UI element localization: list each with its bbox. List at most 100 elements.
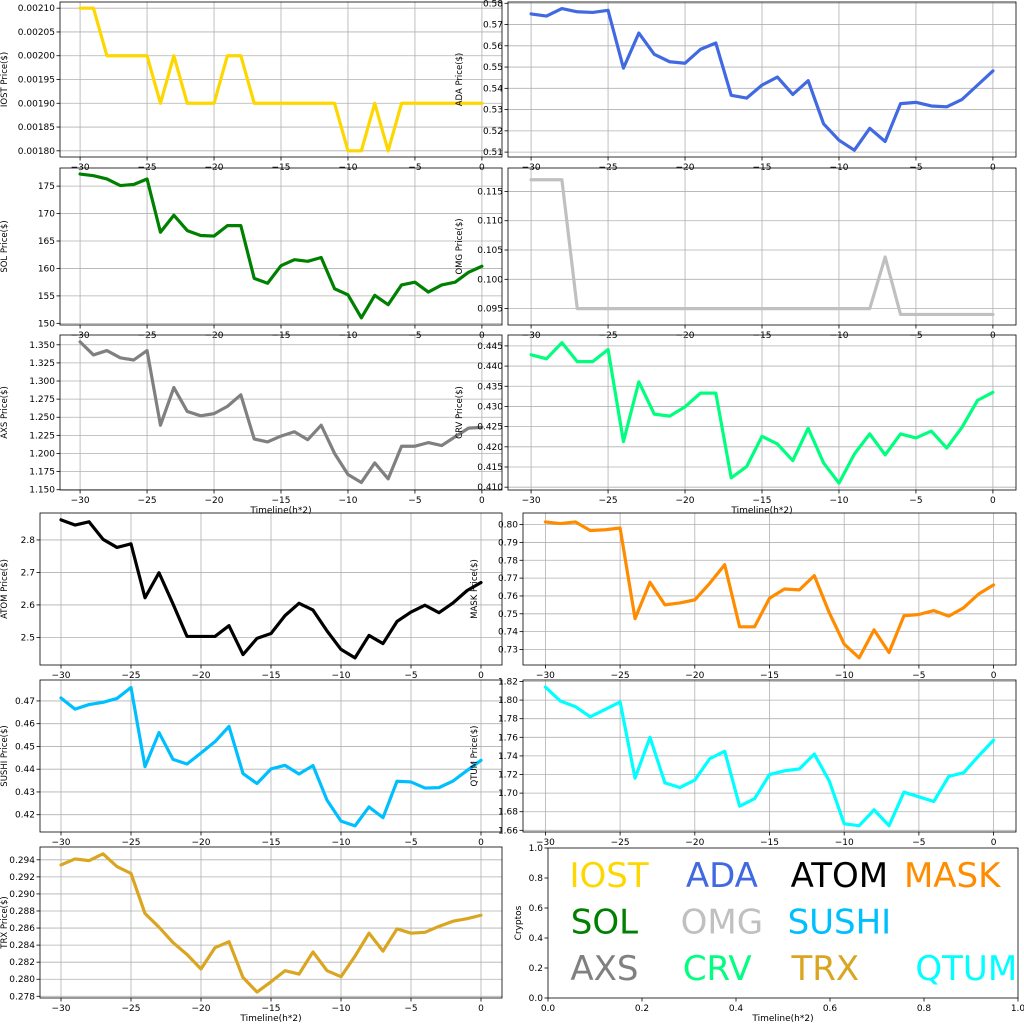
y-tick-label: 0.4 (529, 934, 544, 944)
x-tick-label: −15 (272, 496, 291, 506)
legend-label-ada: ADA (686, 856, 758, 896)
y-tick-label: 0.46 (15, 720, 35, 730)
x-tick-label: −30 (536, 838, 555, 848)
series-line (59, 852, 483, 994)
x-tick-label: −10 (332, 838, 351, 848)
y-tick-label: 1.225 (29, 431, 55, 441)
y-tick-label: 0.00190 (18, 99, 55, 109)
y-tick-label: 0.51 (483, 148, 503, 158)
x-tick-label: −10 (835, 671, 854, 681)
y-tick-label: 1.200 (29, 449, 55, 459)
y-tick-label: 0.74 (498, 628, 518, 638)
x-tick-label: −15 (753, 496, 772, 506)
y-axis-label: OMG Price($) (455, 218, 465, 274)
x-tick-label: −5 (404, 838, 417, 848)
y-tick-label: 0.284 (9, 941, 35, 951)
x-tick-label: −20 (192, 838, 211, 848)
y-tick-label: 0.42 (15, 811, 35, 821)
legend-label-crv: CRV (683, 949, 752, 989)
y-axis-label: TRX Price($) (0, 896, 10, 949)
x-tick-label: −30 (71, 496, 90, 506)
y-tick-label: 0.115 (477, 187, 503, 197)
y-tick-label: 0.0 (529, 994, 544, 1004)
y-axis-label: MASK Price($) (470, 559, 480, 619)
x-tick-label: −5 (404, 671, 417, 681)
y-tick-label: 0.57 (483, 21, 503, 31)
y-axis-label: Cryptos (514, 905, 524, 940)
x-tick-label: −15 (262, 671, 281, 681)
y-tick-label: 0.095 (477, 305, 503, 315)
y-tick-label: 0.440 (477, 362, 503, 372)
panel-omg: −30−25−20−15−10−500.0950.1000.1050.1100.… (455, 167, 1017, 341)
x-tick-label: −15 (760, 671, 779, 681)
series-line (78, 340, 484, 485)
x-tick-label: −10 (332, 671, 351, 681)
y-tick-label: 1.74 (498, 752, 518, 762)
x-tick-label: 0 (991, 671, 997, 681)
x-tick-label: −15 (262, 1004, 281, 1014)
y-tick-label: 0.56 (483, 42, 503, 52)
y-tick-label: 150 (38, 319, 55, 329)
x-tick-label: 0.4 (729, 1004, 744, 1014)
x-tick-label: −10 (338, 496, 357, 506)
x-tick-label: −25 (122, 671, 141, 681)
x-axis-label: Timeline(h*2) (249, 506, 311, 516)
x-tick-label: −30 (52, 1004, 71, 1014)
y-tick-label: 0.00200 (18, 52, 55, 62)
y-tick-label: 0.288 (9, 907, 35, 917)
legend-label-trx: TRX (790, 949, 859, 989)
y-tick-label: 0.00195 (18, 76, 55, 86)
y-tick-label: 0.43 (15, 788, 35, 798)
y-tick-label: 165 (38, 237, 55, 247)
series-line (78, 172, 484, 320)
y-tick-label: 0.105 (477, 246, 503, 256)
x-tick-label: −20 (192, 1004, 211, 1014)
y-tick-label: 2.5 (21, 633, 35, 643)
y-tick-label: 0.410 (477, 483, 503, 493)
y-tick-label: 0.420 (477, 443, 503, 453)
x-tick-label: −25 (611, 838, 630, 848)
x-tick-label: −20 (685, 671, 704, 681)
x-tick-label: −20 (685, 838, 704, 848)
panel-ada: −30−25−20−15−10−500.510.520.530.540.550.… (455, 0, 1017, 173)
y-tick-label: 0.53 (483, 106, 503, 116)
y-tick-label: 0.77 (498, 574, 518, 584)
y-tick-label: 0.79 (498, 538, 518, 548)
x-tick-label: −25 (611, 671, 630, 681)
y-axis-label: SOL Price($) (0, 220, 10, 272)
y-tick-label: 0.00185 (18, 123, 55, 133)
panel-axs: −30 −25 −20 −15 −10 −5 0 1.150 1.175 1.200 1.225 1.… (0, 334, 503, 516)
y-tick-label: 1.70 (498, 789, 518, 799)
y-tick-label: 1.0 (529, 844, 544, 854)
series-line (529, 6, 995, 152)
y-tick-label: 1.78 (498, 715, 518, 725)
x-tick-label: 0 (478, 1004, 484, 1014)
y-axis-label: CRV Price($) (455, 386, 465, 439)
x-tick-label: −25 (138, 496, 157, 506)
panel-sushi: −30 −25 −20 −15 −10 −5 0 0.42 0.43 0.44 0.45 0.46 0.… (0, 679, 503, 848)
y-tick-label: 1.76 (498, 733, 518, 743)
y-tick-label: 0.73 (498, 645, 518, 655)
y-tick-label: 0.8 (529, 874, 544, 884)
y-tick-label: 1.325 (29, 359, 55, 369)
y-tick-label: 0.54 (483, 84, 503, 94)
y-tick-label: 2.6 (21, 601, 36, 611)
y-tick-label: 0.286 (9, 924, 35, 934)
series-line (529, 341, 995, 485)
panel-atom: −30 −25 −20 −15 −10 −5 0 2.5 2.6 2.7 2.8 ATOM Price… (0, 512, 503, 681)
y-tick-label: 1.82 (498, 677, 518, 687)
y-tick-label: 0.2 (529, 964, 543, 974)
y-tick-label: 0.292 (9, 873, 35, 883)
y-tick-label: 1.175 (29, 468, 55, 478)
x-tick-label: −10 (332, 1004, 351, 1014)
panel-crv: −30 −25 −20 −15 −10 −5 0 0.410 0.415 0.420 0.425 0.… (455, 334, 1017, 516)
y-axis-label: ADA Price($) (455, 53, 465, 107)
x-tick-label: 0.8 (917, 1004, 932, 1014)
y-tick-label: 155 (38, 292, 55, 302)
y-tick-label: 0.110 (477, 217, 503, 227)
legend-label-sushi: SUSHI (788, 903, 892, 943)
x-tick-label: 0 (990, 496, 996, 506)
x-tick-label: −25 (122, 1004, 141, 1014)
legend-label-axs: AXS (570, 949, 638, 989)
